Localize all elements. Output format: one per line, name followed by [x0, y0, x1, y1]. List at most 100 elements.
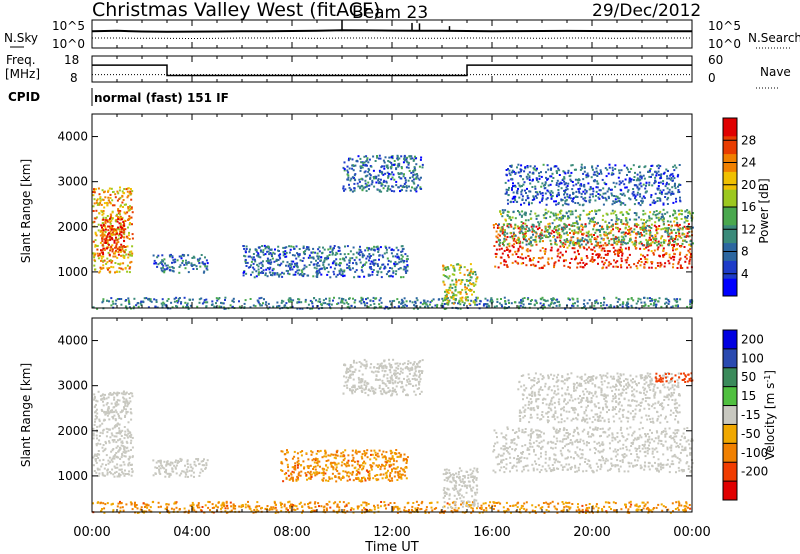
scatter-cell — [389, 460, 391, 463]
scatter-cell — [414, 155, 416, 158]
scatter-cell — [128, 306, 131, 309]
scatter-cell — [585, 200, 588, 203]
scatter-cell — [691, 212, 694, 215]
scatter-cell — [203, 458, 205, 461]
scatter-cell — [370, 449, 373, 452]
scatter-cell — [659, 174, 662, 177]
scatter-cell — [395, 449, 398, 451]
scatter-cell — [679, 199, 681, 202]
scatter-cell — [624, 227, 627, 230]
scatter-cell — [330, 303, 333, 306]
scatter-cell — [672, 237, 675, 240]
scatter-cell — [256, 263, 259, 266]
scatter-cell — [500, 228, 503, 231]
scatter-cell — [614, 200, 617, 203]
scatter-cell — [112, 230, 115, 233]
scatter-cell — [379, 473, 382, 476]
scatter-cell — [603, 250, 606, 252]
scatter-cell — [325, 256, 328, 259]
scatter-cell — [311, 256, 314, 259]
scatter-cell — [589, 260, 592, 262]
scatter-cell — [668, 241, 671, 244]
scatter-cell — [680, 236, 683, 239]
scatter-cell — [620, 266, 623, 269]
scatter-cell — [359, 167, 362, 170]
scatter-cell — [660, 263, 663, 266]
scatter-cell — [524, 230, 527, 233]
scatter-cell — [118, 392, 121, 395]
scatter-cell — [107, 229, 110, 232]
scatter-cell — [321, 252, 323, 255]
scatter-cell — [204, 301, 207, 304]
scatter-cell — [378, 464, 380, 467]
scatter-cell — [563, 245, 565, 248]
scatter-cell — [678, 228, 681, 231]
freq-panel: Freq. [MHz] 18 8 60 0 Nave — [5, 53, 791, 89]
scatter-cell — [511, 187, 513, 189]
scatter-cell — [521, 227, 524, 230]
scatter-cell — [579, 244, 582, 247]
scatter-cell — [105, 397, 108, 400]
scatter-cell — [659, 181, 662, 184]
scatter-cell — [365, 189, 368, 192]
scatter-cell — [658, 218, 661, 221]
scatter-cell — [457, 279, 460, 282]
scatter-cell — [507, 168, 509, 170]
scatter-cell — [450, 296, 453, 299]
scatter-cell — [215, 297, 218, 300]
scatter-cell — [136, 302, 139, 305]
scatter-cell — [120, 254, 123, 257]
scatter-cell — [538, 267, 541, 270]
scatter-cell — [611, 169, 614, 172]
scatter-cell — [382, 159, 385, 162]
scatter-cell — [605, 266, 608, 269]
scatter-cell — [436, 305, 438, 308]
scatter-cell — [196, 305, 199, 308]
scatter-cell — [337, 246, 340, 248]
scatter-cell — [115, 411, 118, 414]
scatter-cell — [121, 268, 124, 271]
scatter-cell — [343, 168, 346, 171]
scatter-cell — [309, 299, 312, 302]
scatter-cell — [369, 262, 372, 265]
scatter-cell — [187, 307, 190, 310]
scatter-cell — [567, 169, 570, 172]
scatter-cell — [159, 459, 162, 462]
scatter-cell — [478, 302, 481, 305]
scatter-cell — [592, 221, 595, 223]
scatter-cell — [101, 227, 104, 230]
scatter-cell — [560, 216, 563, 219]
scatter-cell — [538, 222, 541, 225]
scatter-cell — [671, 179, 674, 182]
scatter-cell — [635, 222, 638, 225]
scatter-cell — [514, 223, 517, 226]
scatter-cell — [400, 302, 403, 305]
scatter-cell — [298, 298, 301, 301]
scatter-cell — [671, 190, 674, 193]
scatter-cell — [655, 305, 657, 308]
scatter-cell — [512, 232, 515, 235]
scatter-cell — [395, 246, 398, 249]
scatter-cell — [533, 304, 536, 307]
scatter-cell — [689, 256, 692, 258]
scatter-cell — [647, 305, 650, 307]
scatter-cell — [575, 242, 578, 245]
scatter-cell — [526, 177, 529, 180]
scatter-cell — [116, 238, 119, 241]
scatter-cell — [676, 221, 679, 224]
scatter-cell — [691, 226, 694, 229]
scatter-cell — [126, 264, 129, 267]
scatter-cell — [413, 304, 416, 307]
scatter-cell — [114, 262, 117, 264]
scatter-cell — [419, 305, 422, 308]
scatter-cell — [567, 216, 570, 219]
scatter-cell — [544, 181, 547, 184]
scatter-cell — [333, 245, 336, 247]
scatter-cell — [483, 303, 485, 306]
scatter-cell — [470, 299, 473, 302]
scatter-cell — [335, 275, 338, 278]
scatter-cell — [113, 406, 116, 409]
scatter-cell — [381, 183, 384, 186]
scatter-cell — [412, 159, 415, 162]
scatter-cell — [495, 223, 497, 225]
